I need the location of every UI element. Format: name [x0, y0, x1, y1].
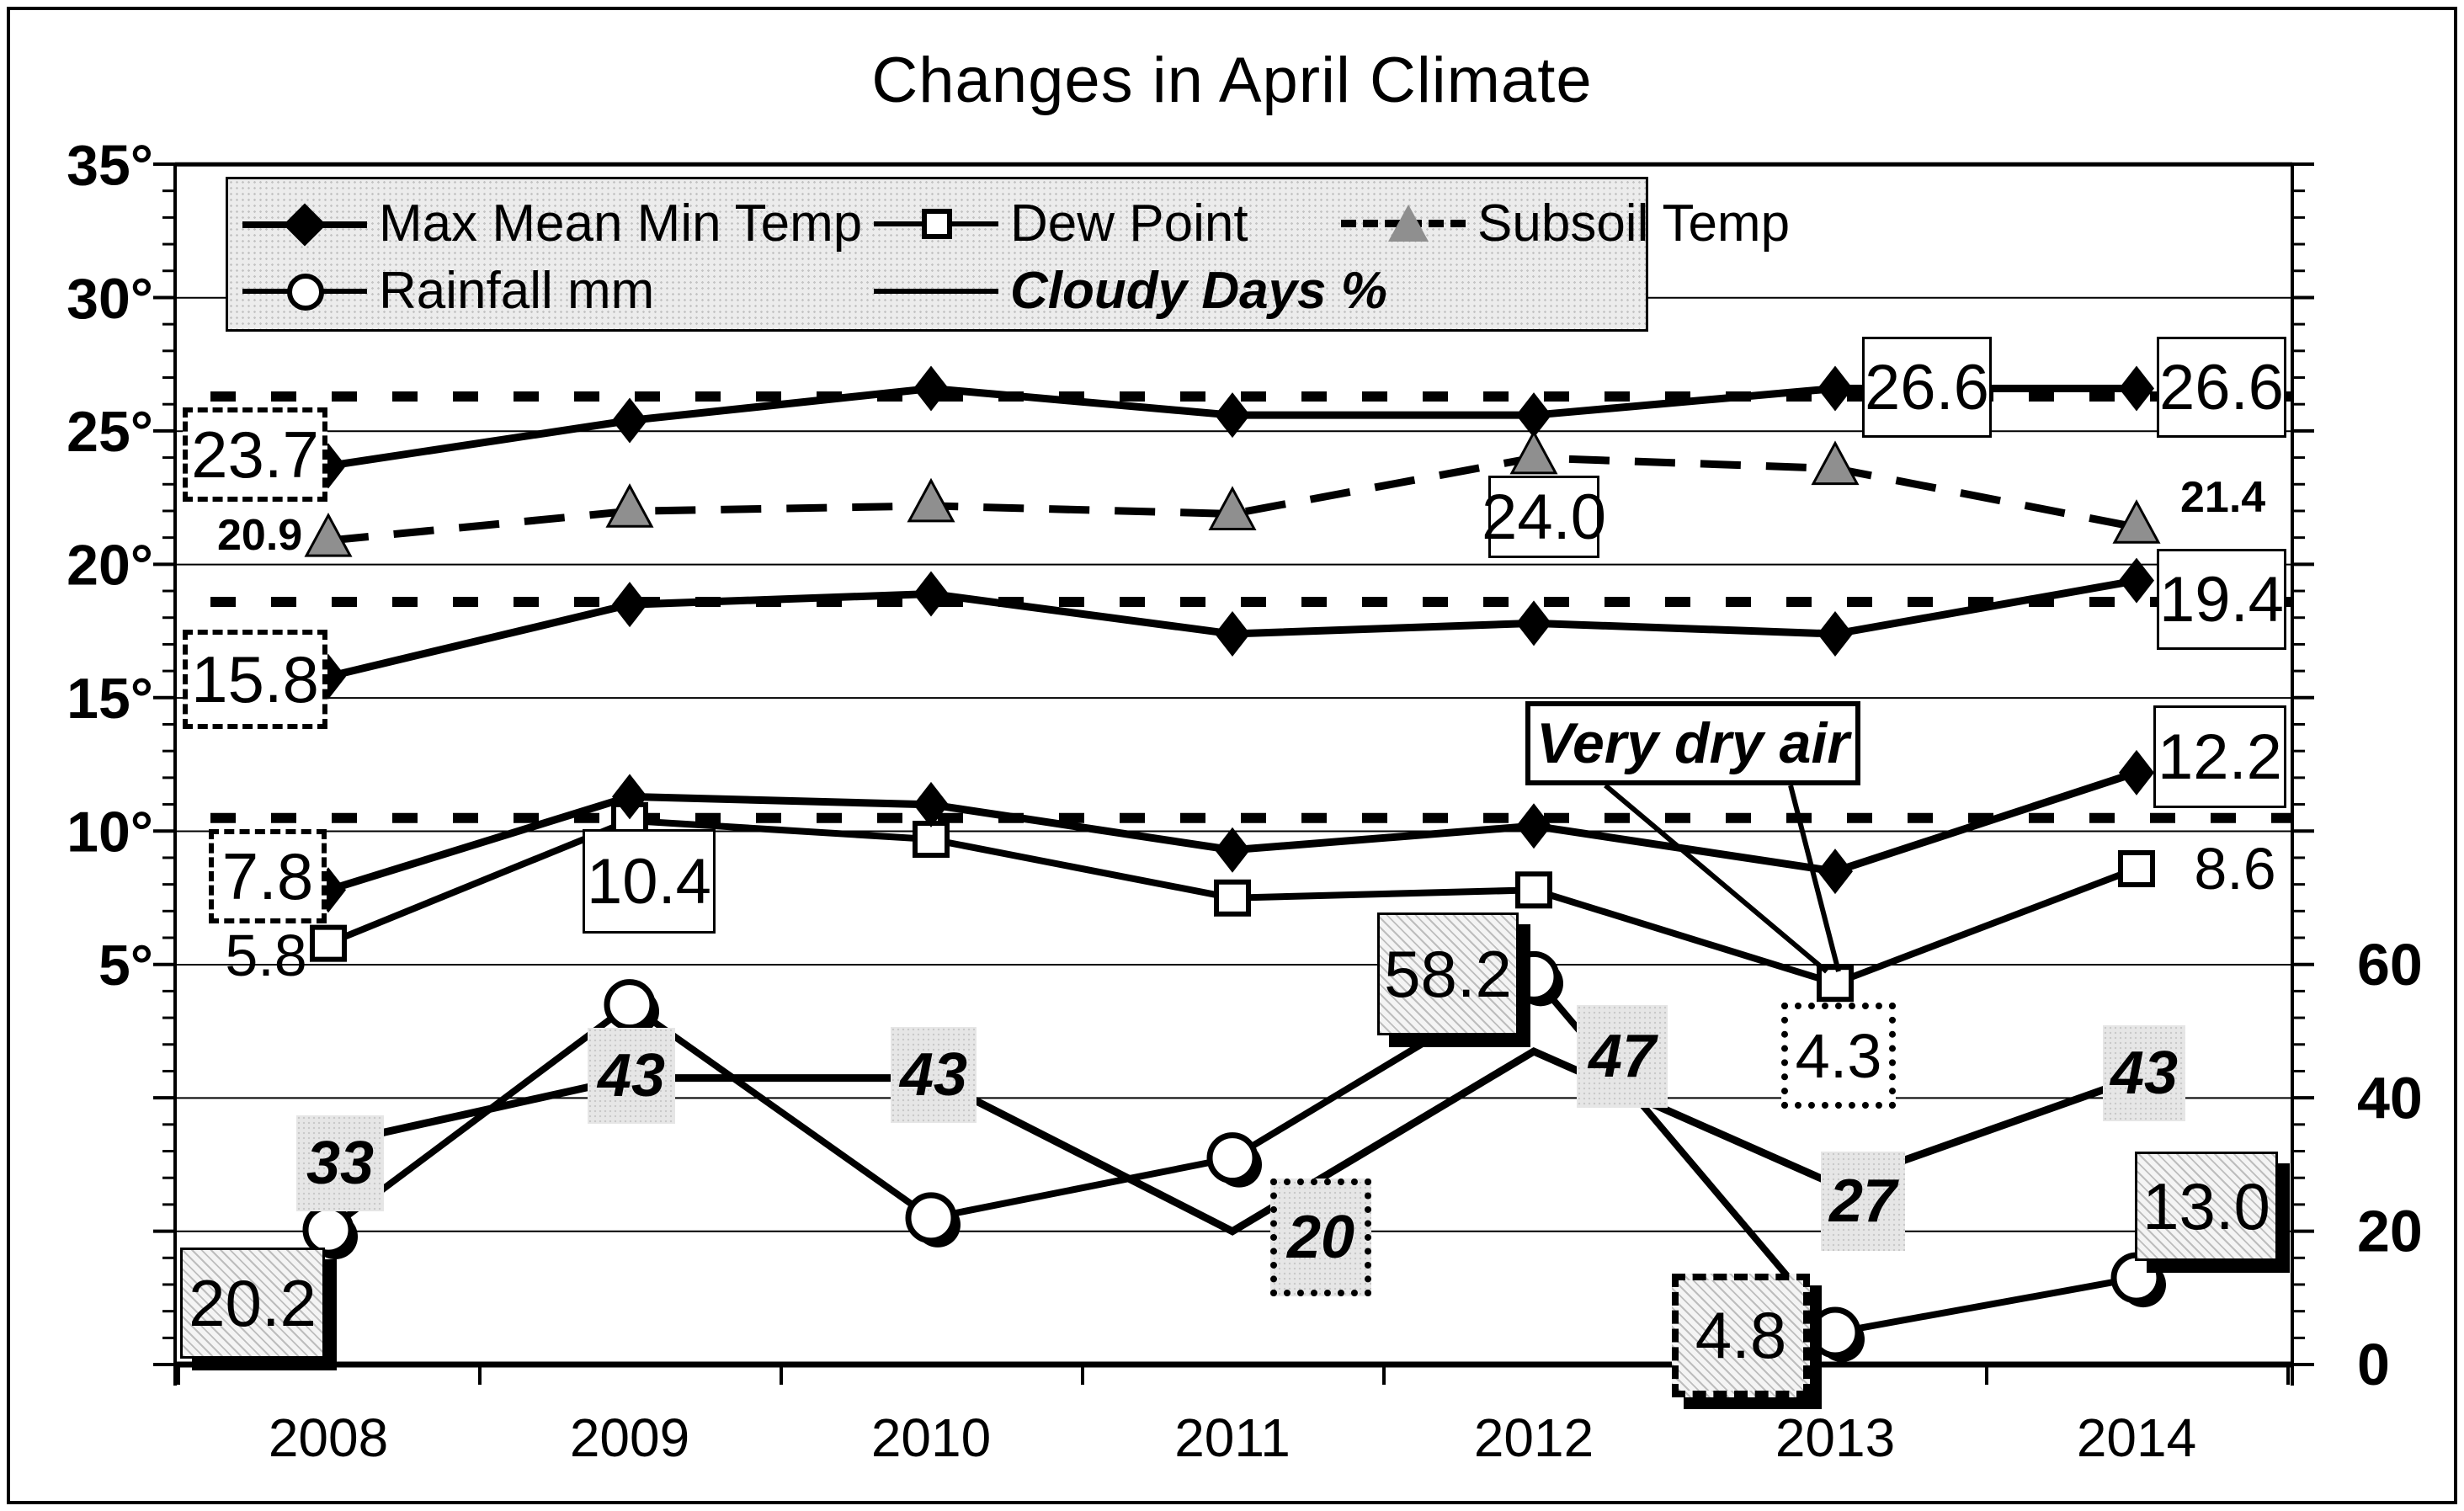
- chart-title: Changes in April Climate: [871, 45, 1593, 116]
- right-axis-tick: 40: [2357, 1065, 2423, 1131]
- annotation-24-0: 24.0: [1482, 476, 1606, 558]
- annotation-58-2: 58.2: [1377, 912, 1519, 1035]
- legend-item-subsoil-temp: Subsoil Temp: [1341, 189, 1790, 257]
- x-axis-year-label: 2008: [269, 1407, 388, 1468]
- annotation-4-8: 4.8: [1672, 1274, 1810, 1397]
- x-axis-year-label: 2009: [570, 1407, 689, 1468]
- legend-label: Max Mean Min Temp: [379, 194, 863, 253]
- annotation-15-8: 15.8: [183, 630, 327, 729]
- annotation-43: 43: [588, 1028, 675, 1124]
- plain-line-icon: [874, 257, 998, 324]
- x-axis-year-label: 2014: [2077, 1407, 2196, 1468]
- legend-item-dew-point: Dew Point: [874, 189, 1248, 257]
- annotation-10-4: 10.4: [583, 829, 716, 934]
- x-axis-year-label: 2012: [1474, 1407, 1594, 1468]
- annotation-4-3: 4.3: [1781, 1003, 1896, 1109]
- legend-item-cloudy-days: Cloudy Days %: [874, 257, 1387, 324]
- legend-label: Rainfall mm: [379, 261, 655, 320]
- right-axis-tick: 20: [2357, 1199, 2423, 1264]
- annotation-12-2: 12.2: [2153, 705, 2286, 808]
- annotation-7-8: 7.8: [209, 829, 327, 923]
- annotation-20-9: 20.9: [217, 511, 303, 560]
- square-line-icon: [874, 189, 998, 257]
- annotation-33: 33: [296, 1115, 384, 1211]
- annotation-26-6: 26.6: [1862, 337, 1992, 438]
- left-axis-tick: 20°: [67, 534, 153, 598]
- legend-label: Subsoil Temp: [1477, 194, 1791, 253]
- x-axis-year-label: 2011: [1174, 1407, 1291, 1468]
- right-axis-tick: 60: [2357, 932, 2423, 998]
- annotation-43: 43: [2103, 1025, 2185, 1121]
- left-axis-tick: 25°: [67, 400, 153, 464]
- circle-line-icon: [242, 257, 367, 324]
- annotation-8-6: 8.6: [2194, 836, 2276, 902]
- annotation-very-dry-air: Very dry air: [1525, 701, 1860, 785]
- left-axis-tick: 5°: [98, 934, 153, 998]
- left-axis-tick: 10°: [67, 801, 153, 865]
- annotation-19-4: 19.4: [2157, 549, 2286, 650]
- legend-item-rainfall: Rainfall mm: [242, 257, 654, 324]
- annotation-43: 43: [891, 1027, 977, 1123]
- annotation-26-6: 26.6: [2157, 337, 2286, 438]
- annotation-47: 47: [1577, 1005, 1668, 1108]
- annotation-13-0: 13.0: [2135, 1152, 2278, 1261]
- annotation-5-8: 5.8: [225, 923, 307, 988]
- x-axis-year-label: 2013: [1775, 1407, 1895, 1468]
- annotation-20-2: 20.2: [180, 1248, 325, 1359]
- left-axis-tick: 30°: [67, 267, 153, 331]
- annotation-20: 20: [1270, 1178, 1371, 1296]
- legend-item-max-mean-min-temp: Max Mean Min Temp: [242, 189, 862, 257]
- legend-label: Cloudy Days %: [1010, 261, 1387, 320]
- x-axis-year-label: 2010: [871, 1407, 991, 1468]
- annotation-27: 27: [1821, 1152, 1905, 1251]
- diamond-line-icon: [242, 189, 367, 257]
- annotation-23-7: 23.7: [183, 407, 327, 502]
- triangle-dashed-line-icon: [1341, 189, 1466, 257]
- annotation-21-4: 21.4: [2180, 473, 2266, 522]
- right-axis-tick: 0: [2357, 1332, 2390, 1397]
- chart-legend: Max Mean Min Temp Dew Point Subsoil Temp…: [226, 177, 1790, 332]
- legend-label: Dew Point: [1010, 194, 1248, 253]
- left-axis-tick: 15°: [67, 667, 153, 731]
- left-axis-tick: 35°: [67, 133, 153, 197]
